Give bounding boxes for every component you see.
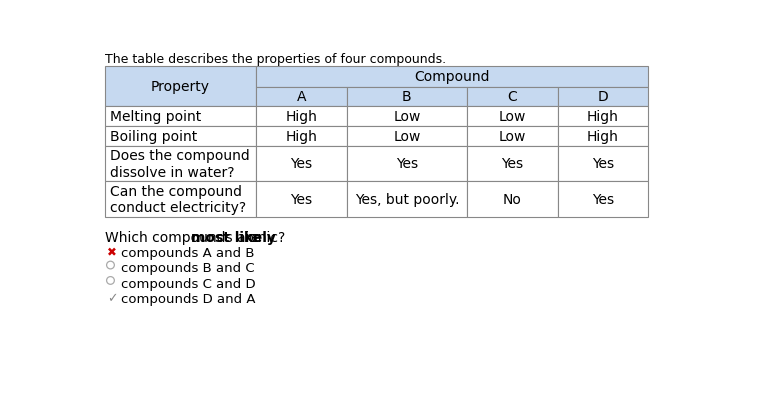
Circle shape <box>106 261 114 269</box>
Text: Yes: Yes <box>501 157 523 171</box>
Bar <box>347 182 467 217</box>
Bar <box>105 146 256 182</box>
Bar <box>105 126 256 146</box>
Text: High: High <box>286 129 317 143</box>
Text: ✓: ✓ <box>107 292 118 304</box>
Text: compounds C and D: compounds C and D <box>120 277 255 290</box>
Text: High: High <box>587 129 619 143</box>
Bar <box>558 146 648 182</box>
Text: compounds A and B: compounds A and B <box>120 246 254 259</box>
Text: A: A <box>296 90 306 104</box>
Text: ionic?: ionic? <box>241 231 285 245</box>
Bar <box>347 88 467 107</box>
Bar <box>256 182 347 217</box>
Bar <box>256 107 347 126</box>
Text: C: C <box>507 90 517 104</box>
Text: The table describes the properties of four compounds.: The table describes the properties of fo… <box>105 52 446 66</box>
Text: Yes: Yes <box>592 192 614 206</box>
Bar <box>467 182 558 217</box>
Bar <box>467 126 558 146</box>
Text: Yes: Yes <box>290 192 313 206</box>
Bar <box>256 88 347 107</box>
Bar <box>105 66 256 107</box>
Text: No: No <box>502 192 522 206</box>
Text: D: D <box>597 90 608 104</box>
Text: most likely: most likely <box>191 231 276 245</box>
Bar <box>105 107 256 126</box>
Text: Low: Low <box>393 109 421 123</box>
Text: Boiling point: Boiling point <box>110 129 198 143</box>
Text: Melting point: Melting point <box>110 109 201 123</box>
Bar <box>347 126 467 146</box>
Bar <box>347 146 467 182</box>
Bar <box>256 66 648 88</box>
Text: Can the compound
conduct electricity?: Can the compound conduct electricity? <box>110 184 247 214</box>
Text: compounds D and A: compounds D and A <box>120 292 255 305</box>
Bar <box>467 146 558 182</box>
Text: High: High <box>587 109 619 123</box>
Text: Which compounds are: Which compounds are <box>105 231 264 245</box>
Bar <box>467 107 558 126</box>
Circle shape <box>106 277 114 285</box>
Text: Does the compound
dissolve in water?: Does the compound dissolve in water? <box>110 149 250 179</box>
Text: Property: Property <box>151 79 210 93</box>
Text: Low: Low <box>499 129 526 143</box>
Text: Compound: Compound <box>414 70 490 84</box>
Bar <box>347 107 467 126</box>
Bar <box>105 182 256 217</box>
Text: Low: Low <box>499 109 526 123</box>
Bar <box>558 107 648 126</box>
Text: Yes: Yes <box>396 157 418 171</box>
Text: Yes: Yes <box>592 157 614 171</box>
Text: High: High <box>286 109 317 123</box>
Bar <box>558 126 648 146</box>
Text: Yes: Yes <box>290 157 313 171</box>
Bar <box>256 146 347 182</box>
Text: B: B <box>402 90 412 104</box>
Text: Yes, but poorly.: Yes, but poorly. <box>355 192 459 206</box>
Bar <box>558 88 648 107</box>
Bar <box>558 182 648 217</box>
Bar <box>467 88 558 107</box>
Text: ✖: ✖ <box>107 245 117 259</box>
Bar <box>256 126 347 146</box>
Text: compounds B and C: compounds B and C <box>120 261 254 275</box>
Text: Low: Low <box>393 129 421 143</box>
